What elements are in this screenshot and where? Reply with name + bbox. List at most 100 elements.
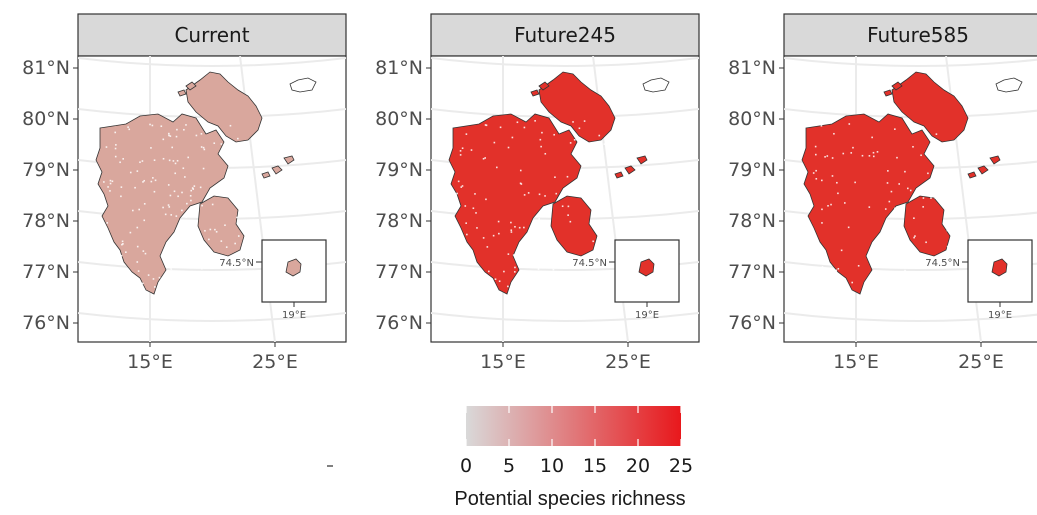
raster-gap: [842, 152, 845, 155]
island-shape: [801, 113, 935, 295]
raster-gap: [821, 179, 823, 182]
raster-gap: [201, 204, 203, 207]
raster-gap: [150, 147, 152, 149]
colorbar-legend: 0 5 10 15 20 25 Potential species richne…: [454, 406, 693, 510]
raster-gap: [141, 160, 144, 162]
raster-gap: [510, 231, 513, 233]
longitude-axis: 15°E 25°E: [127, 342, 298, 373]
raster-gap: [175, 135, 178, 138]
raster-gap: [546, 233, 548, 235]
raster-gap: [460, 186, 463, 188]
island-shape: [967, 171, 977, 179]
lat-label-80: 80°N: [22, 108, 70, 130]
island-shape: [614, 171, 624, 179]
raster-gap: [512, 254, 515, 256]
raster-gap: [511, 136, 514, 139]
raster-gap: [128, 128, 131, 131]
raster-gap: [900, 225, 903, 228]
raster-gap: [235, 281, 237, 283]
raster-gap: [142, 250, 145, 252]
inset-lon-label: 19°E: [988, 310, 1012, 321]
raster-gap: [933, 182, 936, 185]
raster-gap: [237, 235, 240, 237]
raster-gap: [236, 164, 239, 167]
raster-gap: [121, 240, 124, 243]
raster-gap: [138, 208, 141, 211]
raster-gap: [186, 202, 188, 205]
raster-gap: [951, 283, 954, 286]
raster-gap: [183, 288, 186, 290]
inset-lat-label: 74.5°N: [219, 258, 254, 269]
raster-gap: [127, 126, 129, 128]
raster-gap: [572, 264, 574, 266]
raster-gap: [510, 229, 513, 232]
raster-gap: [168, 132, 170, 135]
raster-gap: [861, 154, 864, 157]
raster-gap: [121, 243, 123, 246]
raster-gap: [935, 133, 938, 135]
raster-gap: [892, 259, 895, 262]
raster-gap: [164, 213, 167, 216]
island-shape: [185, 71, 263, 143]
lon-label-25: 25°E: [252, 351, 298, 373]
raster-gap: [815, 177, 818, 180]
raster-gap: [553, 133, 555, 136]
raster-gap: [234, 242, 236, 245]
raster-gap: [482, 237, 485, 239]
raster-gap: [840, 249, 843, 252]
raster-gap: [456, 192, 458, 195]
raster-gap: [461, 147, 464, 150]
raster-gap: [172, 288, 174, 290]
raster-gap: [214, 228, 216, 231]
raster-gap: [922, 197, 925, 199]
raster-gap: [160, 125, 163, 128]
lat-label-79: 79°N: [22, 159, 70, 181]
raster-gap: [537, 268, 540, 270]
raster-gap: [247, 214, 250, 216]
raster-gap: [925, 241, 927, 244]
legend-title: Potential species richness: [454, 488, 685, 510]
legend-tick-15: 15: [583, 455, 607, 477]
raster-gap: [835, 269, 838, 272]
raster-gap: [516, 121, 519, 124]
island-shape: [550, 195, 598, 257]
raster-gap: [229, 124, 232, 127]
raster-gap: [225, 246, 228, 248]
raster-gap: [498, 280, 501, 283]
island-shape: [891, 71, 969, 143]
raster-gap: [177, 195, 179, 198]
raster-gap: [498, 232, 500, 235]
raster-gap: [107, 186, 109, 188]
raster-gap: [182, 274, 185, 276]
raster-gap: [824, 156, 826, 158]
raster-gap: [590, 287, 593, 289]
legend-tick-20: 20: [626, 455, 650, 477]
panel-strip: [77, 13, 347, 57]
raster-gap: [103, 248, 105, 251]
raster-gap: [213, 142, 216, 145]
raster-gap: [153, 159, 156, 161]
raster-gap: [120, 186, 123, 188]
raster-gap: [566, 175, 569, 178]
raster-gap: [598, 134, 601, 137]
raster-gap: [220, 275, 222, 278]
raster-gap: [815, 153, 817, 156]
raster-gap: [143, 219, 146, 222]
raster-gap: [191, 187, 194, 189]
latitude-axis: 81°N 80°N 79°N 78°N 77°N 76°N: [375, 57, 431, 334]
raster-gap: [464, 205, 467, 207]
raster-gap: [103, 181, 105, 183]
island-shape: [185, 81, 197, 91]
raster-gap: [896, 156, 898, 159]
raster-gap: [470, 149, 473, 151]
raster-gap: [879, 280, 881, 282]
raster-gap: [884, 208, 887, 210]
raster-gap: [236, 216, 238, 219]
raster-gap: [459, 150, 462, 152]
raster-gap: [920, 154, 922, 157]
raster-gap: [461, 185, 464, 187]
raster-gap: [837, 267, 840, 270]
colorbar: [466, 406, 681, 446]
raster-gap: [602, 227, 605, 229]
